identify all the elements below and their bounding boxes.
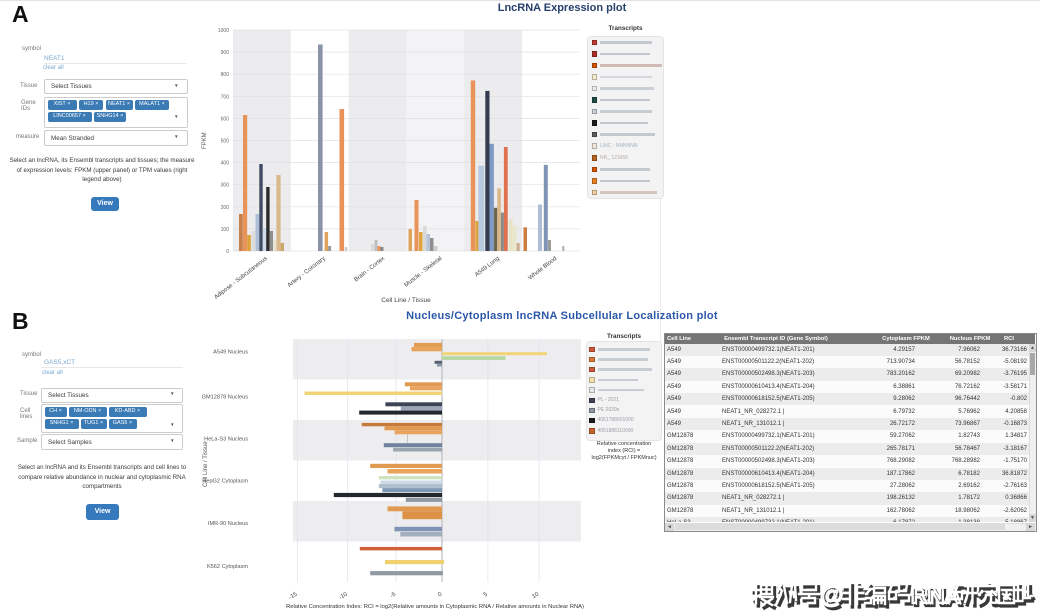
svg-text:10: 10 — [531, 591, 540, 600]
svg-text:0: 0 — [437, 591, 444, 598]
svg-text:K562 Cytoplasm: K562 Cytoplasm — [207, 564, 248, 570]
svg-text:Brain - Cortex: Brain - Cortex — [353, 256, 386, 284]
svg-text:A549 Lung: A549 Lung — [474, 256, 501, 279]
svg-text:800: 800 — [221, 72, 230, 78]
svg-text:-10: -10 — [338, 591, 349, 601]
svg-text:GM12878 Nucleus: GM12878 Nucleus — [202, 394, 249, 400]
svg-text:500: 500 — [221, 139, 230, 145]
svg-text:IMR-90 Nucleus: IMR-90 Nucleus — [208, 521, 248, 527]
svg-text:Artery - Coronary: Artery - Coronary — [287, 256, 327, 289]
svg-text:-15: -15 — [288, 591, 299, 601]
svg-text:@: @ — [822, 585, 845, 611]
svg-text:Cell Line / Tissue: Cell Line / Tissue — [381, 297, 431, 304]
svg-text:RNA: RNA — [911, 582, 961, 608]
svg-text:100: 100 — [221, 227, 230, 233]
svg-text:300: 300 — [221, 183, 230, 189]
svg-text:Adipose - Subcutaneous: Adipose - Subcutaneous — [214, 256, 269, 301]
svg-text:HepG2 Cytoplasm: HepG2 Cytoplasm — [202, 479, 248, 485]
svg-text:HeLa-S3 Nucleus: HeLa-S3 Nucleus — [204, 437, 248, 443]
svg-text:A549 Nucleus: A549 Nucleus — [213, 349, 248, 355]
svg-text:5: 5 — [483, 591, 490, 598]
svg-text:Muscle - Skeletal: Muscle - Skeletal — [404, 256, 444, 289]
svg-text:700: 700 — [221, 94, 230, 100]
svg-text:Whole Blood: Whole Blood — [528, 256, 559, 282]
svg-text:0: 0 — [226, 249, 229, 255]
svg-text:-5: -5 — [389, 591, 397, 599]
svg-text:600: 600 — [221, 116, 230, 122]
svg-text:200: 200 — [221, 205, 230, 211]
svg-text:1000: 1000 — [218, 28, 229, 34]
svg-text:400: 400 — [221, 161, 230, 167]
svg-text:900: 900 — [221, 50, 230, 56]
svg-text:@: @ — [820, 582, 843, 609]
